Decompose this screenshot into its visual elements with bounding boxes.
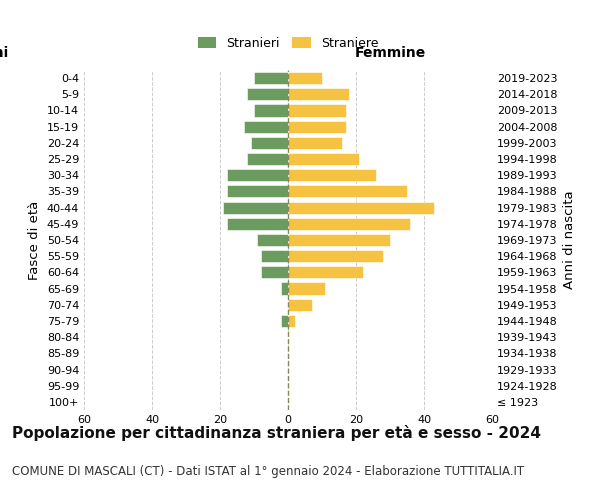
Bar: [247, 88, 288, 101]
Bar: [227, 169, 288, 181]
Bar: [288, 88, 349, 101]
Text: Popolazione per cittadinanza straniera per età e sesso - 2024: Popolazione per cittadinanza straniera p…: [12, 425, 541, 441]
Bar: [281, 315, 288, 327]
Bar: [223, 202, 288, 213]
Bar: [261, 250, 288, 262]
Bar: [257, 234, 288, 246]
Bar: [254, 104, 288, 117]
Bar: [288, 120, 346, 132]
Text: Femmine: Femmine: [355, 46, 425, 60]
Legend: Stranieri, Straniere: Stranieri, Straniere: [193, 32, 383, 55]
Bar: [227, 218, 288, 230]
Bar: [244, 120, 288, 132]
Bar: [247, 153, 288, 165]
Bar: [281, 282, 288, 294]
Bar: [227, 186, 288, 198]
Bar: [288, 202, 434, 213]
Bar: [288, 186, 407, 198]
Bar: [288, 169, 376, 181]
Bar: [288, 72, 322, 84]
Bar: [288, 315, 295, 327]
Text: Maschi: Maschi: [0, 46, 9, 60]
Bar: [288, 282, 325, 294]
Bar: [288, 153, 359, 165]
Y-axis label: Anni di nascita: Anni di nascita: [563, 190, 576, 290]
Bar: [288, 234, 390, 246]
Text: COMUNE DI MASCALI (CT) - Dati ISTAT al 1° gennaio 2024 - Elaborazione TUTTITALIA: COMUNE DI MASCALI (CT) - Dati ISTAT al 1…: [12, 465, 524, 478]
Bar: [288, 218, 410, 230]
Bar: [261, 266, 288, 278]
Bar: [254, 72, 288, 84]
Bar: [288, 250, 383, 262]
Bar: [288, 104, 346, 117]
Y-axis label: Fasce di età: Fasce di età: [28, 200, 41, 280]
Bar: [288, 137, 343, 149]
Bar: [251, 137, 288, 149]
Bar: [288, 298, 312, 311]
Bar: [288, 266, 363, 278]
